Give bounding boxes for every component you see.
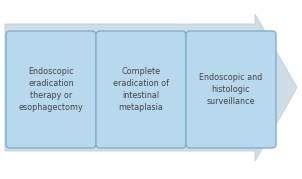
FancyBboxPatch shape	[186, 31, 276, 148]
FancyBboxPatch shape	[6, 31, 96, 148]
Polygon shape	[5, 14, 297, 161]
Text: Endoscopic and
histologic
surveillance: Endoscopic and histologic surveillance	[199, 73, 263, 106]
FancyBboxPatch shape	[96, 31, 186, 148]
Text: Endoscopic
eradication
therapy or
esophagectomy: Endoscopic eradication therapy or esopha…	[19, 67, 83, 112]
Text: Complete
eradication of
intestinal
metaplasia: Complete eradication of intestinal metap…	[113, 67, 169, 112]
